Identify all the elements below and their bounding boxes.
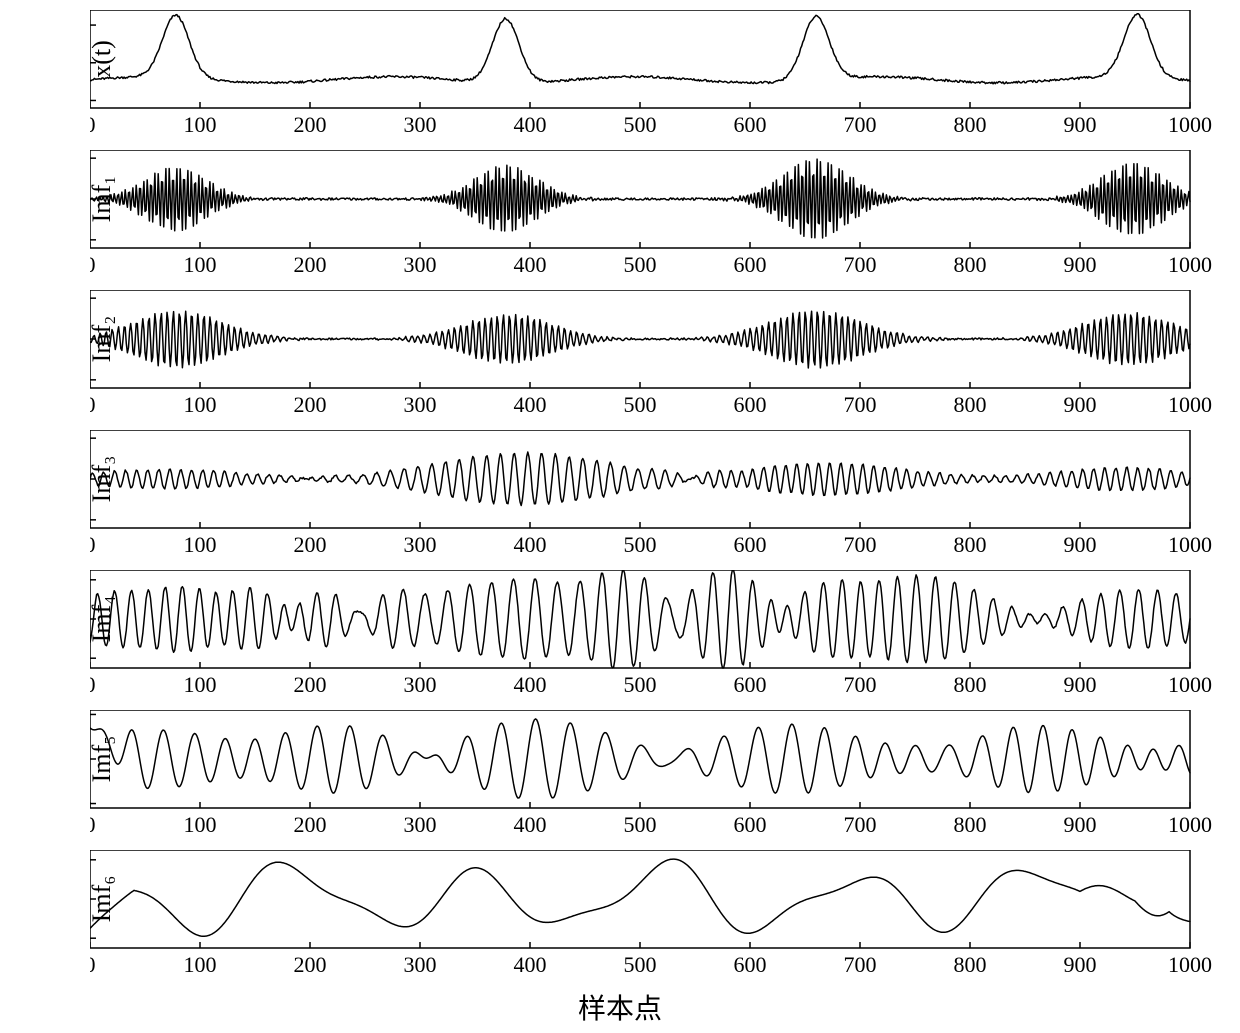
series-imf5 (90, 719, 1190, 798)
ylabel-imf6: Imf₆ (87, 839, 117, 959)
svg-text:200: 200 (294, 252, 327, 277)
plot-svg-imf2: -0.500.501002003004005006007008009001000 (90, 290, 1240, 428)
svg-text:200: 200 (294, 392, 327, 417)
svg-text:1000: 1000 (1168, 392, 1212, 417)
svg-text:500: 500 (624, 392, 657, 417)
svg-text:600: 600 (734, 112, 767, 137)
svg-text:500: 500 (624, 532, 657, 557)
svg-text:1000: 1000 (1168, 112, 1212, 137)
svg-text:400: 400 (514, 252, 547, 277)
svg-text:100: 100 (184, 672, 217, 697)
panel-imf5: Imf₅-0.500.50100200300400500600700800900… (90, 710, 1190, 848)
svg-text:600: 600 (734, 812, 767, 837)
plot-svg-xt: -10101002003004005006007008009001000 (90, 10, 1240, 148)
ylabel-xt: x(t) (87, 0, 117, 119)
svg-text:500: 500 (624, 252, 657, 277)
svg-text:200: 200 (294, 112, 327, 137)
panel-imf2: Imf₂-0.500.50100200300400500600700800900… (90, 290, 1190, 428)
svg-text:300: 300 (404, 952, 437, 977)
svg-text:300: 300 (404, 252, 437, 277)
ylabel-imf1: Imf₁ (87, 139, 117, 259)
svg-text:300: 300 (404, 112, 437, 137)
svg-text:900: 900 (1064, 392, 1097, 417)
panel-imf1: Imf₁-0.500.50100200300400500600700800900… (90, 150, 1190, 288)
svg-text:200: 200 (294, 952, 327, 977)
ylabel-imf5: Imf₅ (87, 699, 117, 819)
plot-svg-imf1: -0.500.501002003004005006007008009001000 (90, 150, 1240, 288)
svg-text:100: 100 (184, 112, 217, 137)
svg-text:700: 700 (844, 112, 877, 137)
svg-text:600: 600 (734, 952, 767, 977)
svg-text:400: 400 (514, 392, 547, 417)
svg-text:600: 600 (734, 392, 767, 417)
xlabel: 样本点 (0, 987, 1240, 1027)
series-imf4 (90, 570, 1190, 668)
plot-svg-imf4: -0.200.201002003004005006007008009001000 (90, 570, 1240, 708)
plot-svg-imf6: -0.200.201002003004005006007008009001000 (90, 850, 1240, 988)
svg-text:800: 800 (954, 952, 987, 977)
svg-text:600: 600 (734, 252, 767, 277)
svg-text:200: 200 (294, 532, 327, 557)
svg-text:300: 300 (404, 672, 437, 697)
svg-text:700: 700 (844, 252, 877, 277)
svg-text:1000: 1000 (1168, 672, 1212, 697)
svg-text:800: 800 (954, 672, 987, 697)
svg-text:100: 100 (184, 392, 217, 417)
svg-text:800: 800 (954, 112, 987, 137)
svg-text:200: 200 (294, 672, 327, 697)
svg-text:900: 900 (1064, 952, 1097, 977)
ylabel-imf4: Imf₄ (87, 559, 117, 679)
series-imf2 (90, 311, 1190, 368)
svg-text:100: 100 (184, 532, 217, 557)
svg-text:900: 900 (1064, 812, 1097, 837)
svg-text:900: 900 (1064, 112, 1097, 137)
svg-text:500: 500 (624, 952, 657, 977)
series-imf1 (90, 159, 1190, 238)
svg-text:400: 400 (514, 532, 547, 557)
plot-svg-imf5: -0.500.501002003004005006007008009001000 (90, 710, 1240, 848)
svg-text:800: 800 (954, 812, 987, 837)
panel-imf3: Imf₃-0.500.50100200300400500600700800900… (90, 430, 1190, 568)
svg-text:600: 600 (734, 672, 767, 697)
svg-text:700: 700 (844, 952, 877, 977)
svg-text:300: 300 (404, 392, 437, 417)
svg-text:900: 900 (1064, 672, 1097, 697)
svg-text:800: 800 (954, 392, 987, 417)
svg-text:100: 100 (184, 812, 217, 837)
svg-text:700: 700 (844, 532, 877, 557)
svg-text:1000: 1000 (1168, 532, 1212, 557)
svg-text:800: 800 (954, 532, 987, 557)
series-imf6 (90, 859, 1190, 936)
svg-text:400: 400 (514, 112, 547, 137)
svg-text:500: 500 (624, 112, 657, 137)
svg-text:500: 500 (624, 672, 657, 697)
ylabel-imf2: Imf₂ (87, 279, 117, 399)
series-imf3 (90, 452, 1190, 506)
svg-text:100: 100 (184, 252, 217, 277)
svg-text:100: 100 (184, 952, 217, 977)
svg-text:400: 400 (514, 812, 547, 837)
panel-imf6: Imf₆-0.200.20100200300400500600700800900… (90, 850, 1190, 988)
series-xt (90, 14, 1190, 84)
svg-text:700: 700 (844, 812, 877, 837)
svg-text:400: 400 (514, 672, 547, 697)
svg-text:500: 500 (624, 812, 657, 837)
svg-text:1000: 1000 (1168, 252, 1212, 277)
svg-text:900: 900 (1064, 252, 1097, 277)
plot-svg-imf3: -0.500.501002003004005006007008009001000 (90, 430, 1240, 568)
svg-text:1000: 1000 (1168, 952, 1212, 977)
svg-text:300: 300 (404, 532, 437, 557)
svg-text:800: 800 (954, 252, 987, 277)
svg-text:300: 300 (404, 812, 437, 837)
ylabel-imf3: Imf₃ (87, 419, 117, 539)
panel-imf4: Imf₄-0.200.20100200300400500600700800900… (90, 570, 1190, 708)
svg-text:700: 700 (844, 672, 877, 697)
svg-text:700: 700 (844, 392, 877, 417)
svg-text:600: 600 (734, 532, 767, 557)
svg-text:900: 900 (1064, 532, 1097, 557)
svg-text:1000: 1000 (1168, 812, 1212, 837)
panel-xt: x(t)-10101002003004005006007008009001000 (90, 10, 1190, 148)
svg-text:200: 200 (294, 812, 327, 837)
svg-text:400: 400 (514, 952, 547, 977)
